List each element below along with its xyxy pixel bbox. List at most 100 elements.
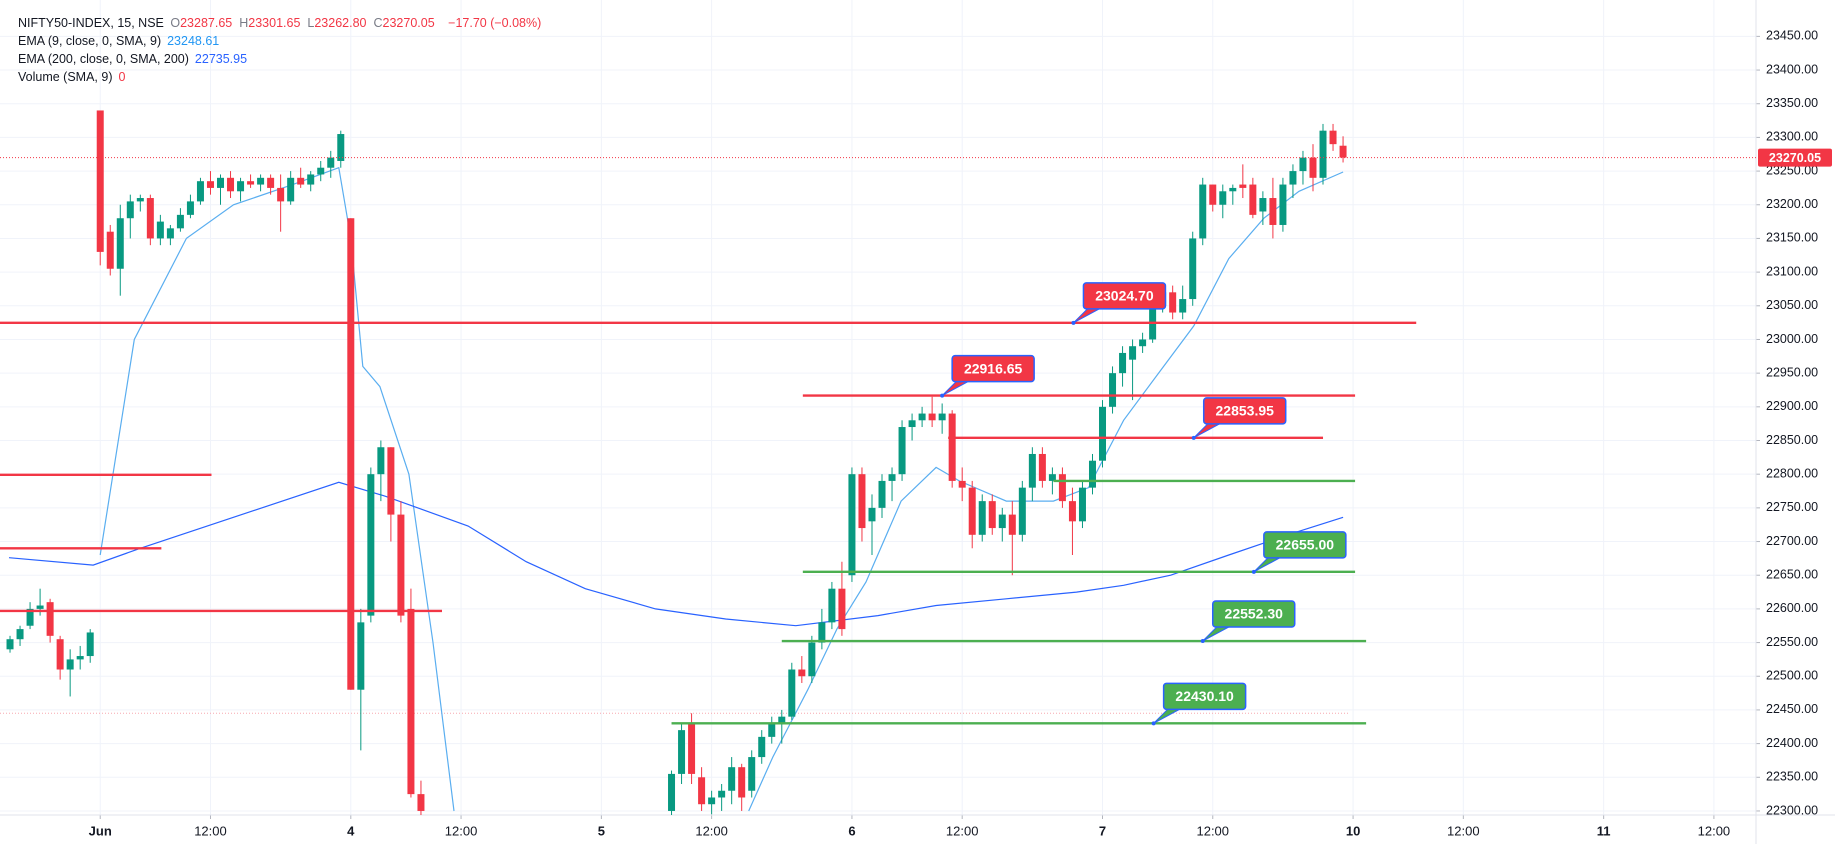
y-tick-label: 22700.00	[1766, 534, 1818, 548]
candle-body	[6, 639, 14, 650]
callout-label: 22655.00	[1276, 537, 1335, 553]
y-tick-label: 22850.00	[1766, 433, 1818, 447]
symbol[interactable]: NIFTY50-INDEX, 15, NSE	[18, 16, 164, 30]
candle-body	[1078, 487, 1086, 522]
x-tick-label: 12:00	[695, 823, 728, 838]
candle-body	[397, 514, 405, 616]
candle-body	[347, 218, 355, 690]
y-tick-label: 22300.00	[1766, 803, 1818, 817]
candle-body	[1339, 145, 1347, 158]
candle-body	[1219, 191, 1227, 205]
x-tick-label: 12:00	[1447, 823, 1480, 838]
candle-body	[868, 507, 876, 522]
candle-body	[126, 201, 134, 219]
ohlc-key: O	[170, 16, 181, 30]
candle-body	[1299, 157, 1307, 172]
candle-body	[1008, 514, 1016, 535]
x-tick-label: 10	[1346, 823, 1360, 838]
candle-body	[1209, 184, 1217, 205]
callout-box	[1263, 531, 1347, 559]
candle-body	[1249, 184, 1257, 215]
plot: 23024.70 22916.65 22853.95 22655.00 22552.30…	[0, 110, 1756, 815]
callout-pointer	[1253, 557, 1281, 573]
x-tick-label: Jun	[89, 823, 112, 838]
candle-body	[36, 605, 44, 609]
ohlc-value: 23287.65	[180, 16, 233, 30]
candle-body	[808, 642, 816, 677]
candle-body	[337, 134, 345, 161]
candle-body	[788, 669, 796, 717]
candle-body	[778, 716, 786, 724]
candle-body	[287, 177, 295, 202]
indicator-name: Volume (SMA, 9)	[18, 70, 113, 84]
ohlc-item: O23287.65	[170, 16, 235, 30]
candle-body	[417, 794, 425, 811]
candle-body	[928, 413, 936, 421]
y-tick-label: 23300.00	[1766, 130, 1818, 144]
y-tick-label: 22750.00	[1766, 500, 1818, 514]
indicator-row: EMA (200, close, 0, SMA, 200) 22735.95	[18, 50, 544, 68]
y-tick-label: 22450.00	[1766, 702, 1818, 716]
candle-body	[1229, 187, 1237, 192]
candle-body	[116, 218, 124, 269]
y-tick-label: 23100.00	[1766, 264, 1818, 278]
candle-body	[56, 639, 64, 670]
candle-body	[1038, 453, 1046, 481]
candle-body	[1129, 346, 1137, 360]
candle-body	[1119, 352, 1127, 374]
candle-body	[1259, 198, 1267, 212]
candle-body	[1319, 130, 1327, 178]
callout-anchor	[1071, 320, 1076, 325]
callout-label: 22916.65	[964, 360, 1023, 376]
candle-body	[728, 767, 736, 791]
candle-body	[206, 181, 214, 188]
y-tick-label: 23250.00	[1766, 163, 1818, 177]
candle-body	[878, 480, 886, 508]
x-tick-label: 5	[598, 823, 605, 838]
callout-box	[951, 354, 1035, 383]
change: −17.70 (−0.08%)	[448, 16, 542, 30]
candle-body	[1309, 157, 1317, 178]
callout-label: 22552.30	[1225, 606, 1284, 622]
candle-body	[1048, 474, 1056, 481]
y-tick-label: 23450.00	[1766, 29, 1818, 43]
candle-body	[1139, 339, 1147, 347]
candle-body	[978, 501, 986, 535]
candle-body	[307, 174, 315, 185]
candle-body	[768, 723, 776, 737]
indicator-value: 0	[118, 70, 126, 84]
callout-box	[1202, 397, 1287, 425]
callout-anchor	[1200, 639, 1205, 644]
candle-body	[968, 487, 976, 535]
candle-body	[1169, 292, 1177, 313]
candle-body	[227, 177, 235, 192]
callout-label: 23024.70	[1095, 288, 1154, 304]
y-tick-label: 22900.00	[1766, 399, 1818, 413]
ohlc-key: H	[239, 16, 249, 30]
candle-body	[387, 447, 395, 515]
candle-body	[277, 187, 285, 202]
callout-pointer	[1193, 423, 1220, 439]
ohlc-item: H23301.65	[239, 16, 303, 30]
y-tick-label: 23000.00	[1766, 332, 1818, 346]
y-tick-label: 22800.00	[1766, 466, 1818, 480]
ohlc-value: 23301.65	[248, 16, 301, 30]
candle-body	[217, 177, 225, 188]
ema-line	[8, 481, 1344, 627]
callout-label: 22853.95	[1216, 403, 1275, 419]
candle-body	[327, 157, 335, 168]
last-price-label: 23270.05	[1769, 151, 1821, 165]
callout-box	[1162, 682, 1247, 711]
candle-body	[357, 622, 365, 690]
ohlc-item: C23270.05	[374, 16, 438, 30]
candle-body	[1329, 130, 1337, 145]
ohlc-item: L23262.80	[307, 16, 369, 30]
x-tick-label: 12:00	[194, 823, 227, 838]
candle-body	[377, 447, 385, 475]
candle-body	[708, 797, 716, 805]
candle-body	[858, 474, 866, 529]
candle-body	[76, 656, 84, 660]
ohlc: O23287.65 H23301.65 L23262.80 C23270.05	[170, 16, 441, 30]
last-price-box	[1758, 148, 1832, 167]
candle-body	[186, 201, 194, 215]
